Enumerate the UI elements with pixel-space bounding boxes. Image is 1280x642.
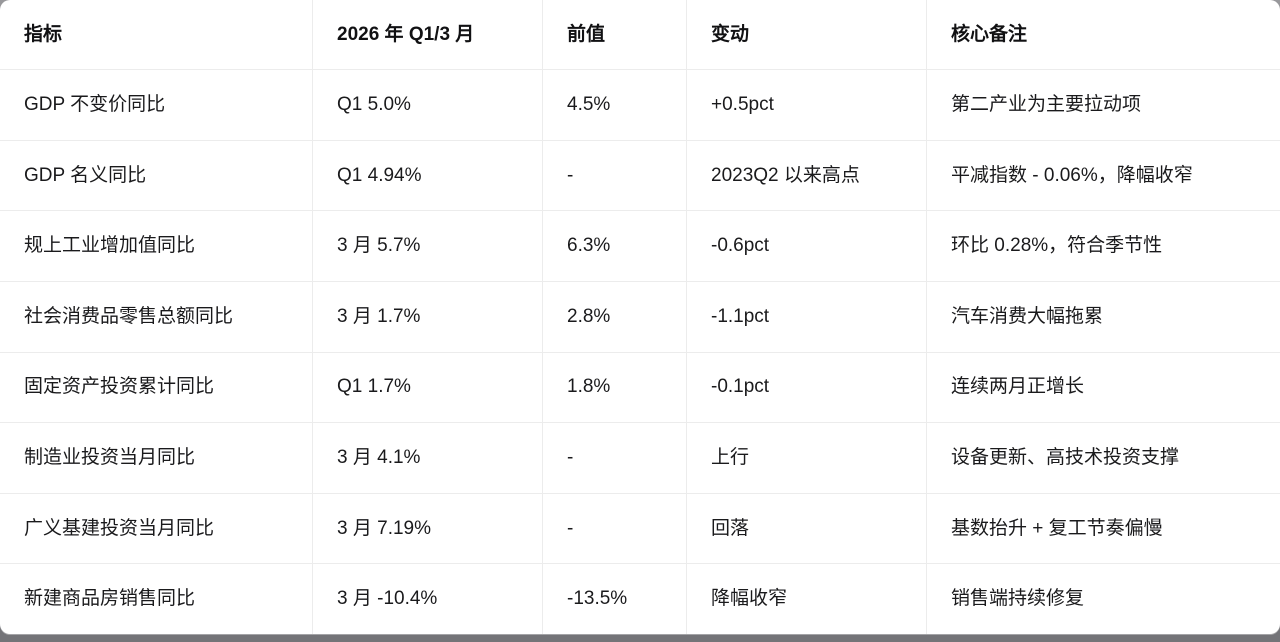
cell-note: 平减指数 - 0.06%，降幅收窄 (951, 164, 1193, 186)
column-header-change: 变动 (687, 0, 927, 69)
cell-change: 上行 (687, 423, 927, 493)
cell-indicator: 新建商品房销售同比 (0, 564, 313, 634)
cell-indicator: 社会消费品零售总额同比 (0, 281, 313, 352)
cell-note: 连续两月正增长 (951, 376, 1085, 398)
table-row: 固定资产投资累计同比 Q1 1.7% 1.8% -0.1pct 连续两月正增长 (0, 352, 1280, 424)
cell-note: 基数抬升 + 复工节奏偏慢 (951, 517, 1163, 539)
cell-note: 汽车消费大幅拖累 (951, 305, 1104, 327)
cell-indicator: 广义基建投资当月同比 (0, 493, 313, 564)
column-header-previous-value: 前值 (543, 0, 687, 69)
table-row: 规上工业增加值同比 3 月 5.7% 6.3% -0.6pct 环比 0.28%… (0, 211, 1280, 282)
cell-indicator: 制造业投资当月同比 (0, 423, 313, 493)
cell-change: -1.1pct (687, 281, 927, 352)
cell-current: 3 月 7.19% (313, 493, 543, 564)
cell-change: 降幅收窄 (687, 564, 927, 634)
cell-current: Q1 5.0% (313, 70, 543, 140)
column-header-current-period: 2026 年 Q1/3 月 (313, 0, 543, 69)
table-row: 广义基建投资当月同比 3 月 7.19% - 回落 基数抬升 + 复工节奏偏慢 (0, 493, 1280, 565)
cell-indicator: GDP 不变价同比 (0, 70, 313, 140)
table-row: 社会消费品零售总额同比 3 月 1.7% 2.8% -1.1pct 汽车消费大幅… (0, 281, 1280, 353)
column-header-indicator: 指标 (0, 0, 313, 69)
cell-indicator: 固定资产投资累计同比 (0, 352, 313, 423)
cell-current: 3 月 4.1% (313, 423, 543, 493)
cell-change: 回落 (687, 493, 927, 564)
table-row: GDP 不变价同比 Q1 5.0% 4.5% +0.5pct 第二产业为主要拉动… (0, 70, 1280, 141)
cell-current: 3 月 1.7% (313, 281, 543, 352)
cell-note: 第二产业为主要拉动项 (951, 93, 1142, 115)
table-row: GDP 名义同比 Q1 4.94% - 2023Q2 以来高点 平减指数 - 0… (0, 140, 1280, 212)
cell-current: 3 月 5.7% (313, 211, 543, 281)
cell-previous: 6.3% (543, 211, 687, 281)
cell-change: -0.1pct (687, 352, 927, 423)
cell-note: 设备更新、高技术投资支撑 (951, 447, 1180, 469)
cell-indicator: GDP 名义同比 (0, 140, 313, 211)
table-header-row: 指标 2026 年 Q1/3 月 前值 变动 核心备注 (0, 0, 1280, 70)
cell-previous: 2.8% (543, 281, 687, 352)
cell-current: Q1 1.7% (313, 352, 543, 423)
table-row: 制造业投资当月同比 3 月 4.1% - 上行 设备更新、高技术投资支撑 (0, 423, 1280, 494)
cell-change: +0.5pct (687, 70, 927, 140)
cell-change: -0.6pct (687, 211, 927, 281)
cell-indicator: 规上工业增加值同比 (0, 211, 313, 281)
window-bottom-edge (0, 634, 1280, 642)
cell-previous: - (543, 140, 687, 211)
table-row: 新建商品房销售同比 3 月 -10.4% -13.5% 降幅收窄 销售端持续修复 (0, 564, 1280, 634)
cell-note: 销售端持续修复 (951, 588, 1085, 610)
cell-previous: -13.5% (543, 564, 687, 634)
column-header-core-note: 核心备注 (951, 23, 1028, 45)
cell-previous: 4.5% (543, 70, 687, 140)
cell-change: 2023Q2 以来高点 (687, 140, 927, 211)
cell-previous: - (543, 423, 687, 493)
cell-note: 环比 0.28%，符合季节性 (951, 235, 1163, 257)
cell-previous: - (543, 493, 687, 564)
cell-current: 3 月 -10.4% (313, 564, 543, 634)
cell-previous: 1.8% (543, 352, 687, 423)
cell-current: Q1 4.94% (313, 140, 543, 211)
